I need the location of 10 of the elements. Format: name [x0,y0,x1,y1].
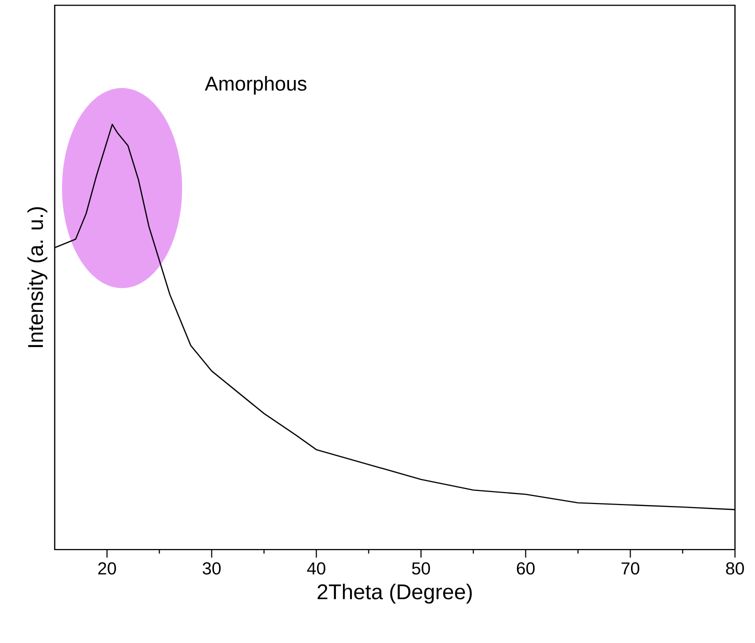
y-axis-title: Intensity (a. u.) [27,207,48,348]
x-axis-title: 2Theta (Degree) [318,584,472,604]
x-tick-label: 80 [726,562,744,575]
text: Amorphous [204,76,306,95]
x-tick-label: 60 [516,562,535,575]
x-tick-label: 30 [202,562,221,575]
x-tick-label: 40 [307,562,326,575]
x-tick-label: 50 [412,562,430,575]
x-tick-label: 20 [98,562,116,575]
x-tick-label: 70 [622,562,640,575]
